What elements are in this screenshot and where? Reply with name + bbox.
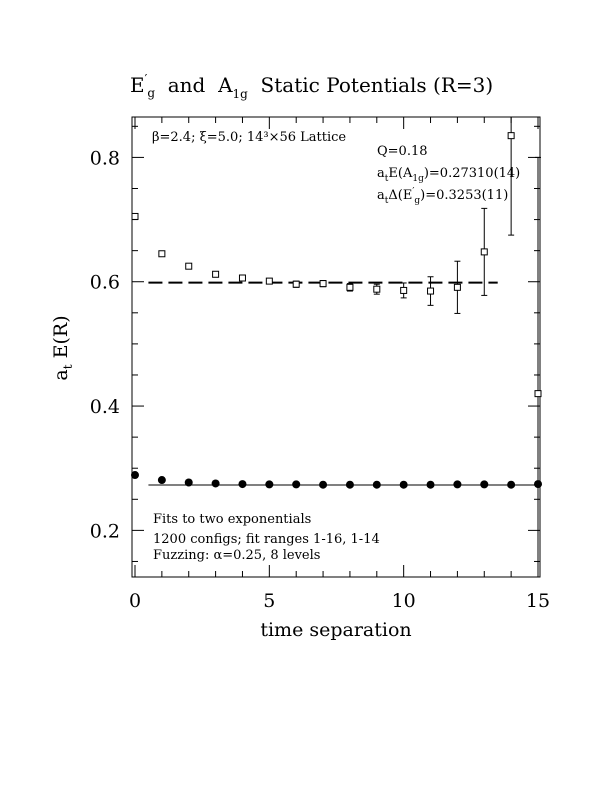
- data-point-square: [373, 285, 381, 293]
- y-tick-label: 0.6: [90, 272, 120, 294]
- x-tick-label: 5: [263, 590, 275, 612]
- x-tick-label: 15: [526, 590, 550, 612]
- y-tick-labels: 0.2 0.4 0.6 0.8: [90, 147, 120, 542]
- annotation-q: Q=0.18: [377, 144, 428, 159]
- x-tick-label: 10: [392, 590, 416, 612]
- y-tick-label: 0.4: [90, 396, 120, 418]
- data-point-square: [480, 248, 488, 256]
- data-point-circle: [184, 478, 193, 487]
- data-points: [131, 117, 542, 577]
- axis-ticks: [132, 117, 540, 577]
- data-point-square: [319, 280, 327, 288]
- data-point-square: [185, 262, 193, 270]
- data-point-square: [265, 277, 273, 285]
- data-point-circle: [265, 480, 274, 489]
- data-point-circle: [453, 480, 462, 489]
- data-point-square: [158, 250, 166, 258]
- data-point-circle: [211, 479, 220, 488]
- annotation-fits: Fits to two exponentials: [153, 512, 311, 527]
- data-point-square: [346, 283, 354, 291]
- data-point-circle: [399, 480, 408, 489]
- data-point-square: [131, 212, 139, 220]
- annotation-configs: 1200 configs; fit ranges 1-16, 1-14: [153, 532, 380, 547]
- annotation-a1g-fit: atE(A1g)=0.27310(14): [377, 166, 520, 184]
- data-point-square: [212, 270, 220, 278]
- y-tick-label: 0.2: [90, 520, 120, 542]
- data-point-circle: [426, 480, 435, 489]
- annotation-eg-fit: atΔ(E′g)=0.3253(11): [377, 187, 508, 206]
- fit-lines: [148, 281, 538, 486]
- data-point-square: [400, 286, 408, 294]
- data-point-circle: [157, 476, 166, 485]
- x-tick-labels: 0 5 10 15: [129, 590, 550, 612]
- data-point-square: [427, 287, 435, 295]
- data-point-square: [507, 132, 515, 140]
- chart-title: E′g and A1g Static Potentials (R=3): [130, 72, 493, 101]
- x-tick-label: 0: [129, 590, 141, 612]
- x-axis-label: time separation: [260, 619, 411, 641]
- data-point-circle: [319, 480, 328, 489]
- data-point-square: [292, 280, 300, 288]
- y-tick-label: 0.8: [90, 147, 120, 169]
- data-point-square: [453, 283, 461, 291]
- annotation-lattice: β=2.4; ξ=5.0; 14³×56 Lattice: [152, 130, 346, 145]
- data-point-circle: [507, 480, 516, 489]
- data-point-circle: [238, 480, 247, 489]
- data-point-square: [238, 274, 246, 282]
- data-point-circle: [131, 471, 139, 480]
- data-point-circle: [534, 480, 542, 489]
- plot-frame: [131, 116, 541, 578]
- data-point-square: [534, 390, 542, 398]
- data-point-circle: [292, 480, 301, 489]
- data-point-circle: [345, 480, 354, 489]
- y-axis-label: at E(R): [50, 315, 75, 380]
- annotation-fuzzing: Fuzzing: α=0.25, 8 levels: [153, 548, 320, 563]
- data-point-circle: [480, 480, 489, 489]
- data-point-circle: [372, 480, 381, 489]
